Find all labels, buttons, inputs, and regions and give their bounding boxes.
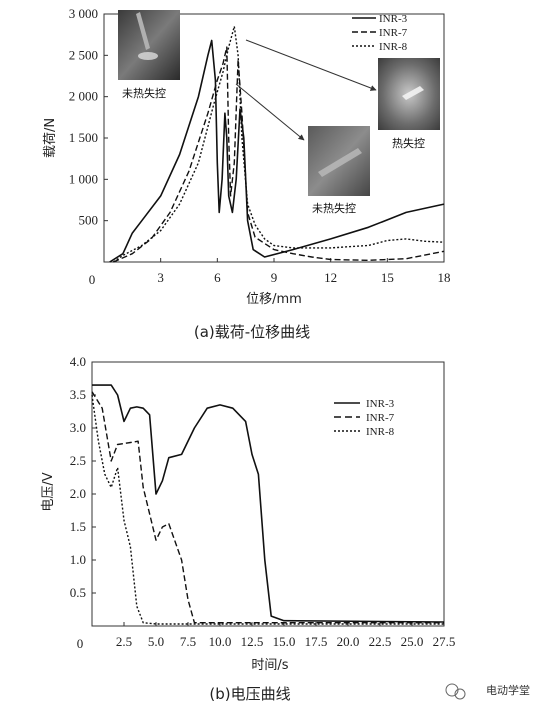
chart-a-xticks: 3 6 9 12 15 18 (103, 258, 451, 285)
legend-label-inr-7: INR-7 (379, 27, 408, 39)
x-tick-label: 9 (271, 270, 278, 285)
chart-b-legend: INR-3 INR-7 INR-8 (334, 398, 395, 438)
chart-a-xlabel: 位移/mm (246, 292, 302, 307)
y-tick-label: 3 000 (69, 6, 98, 21)
x-tick-label: 17.5 (305, 634, 328, 649)
legend-label-inr-8: INR-8 (366, 426, 395, 438)
photo-runaway (378, 58, 440, 130)
chart-b-xticks: 2.5 5.0 7.5 10.0 12.5 15.0 17.5 20.0 22.5 25.0 27.… (91, 622, 456, 649)
photo-no-runaway-2 (308, 126, 370, 196)
chart-b-xlabel: 时间/s (251, 658, 288, 673)
x-tick-label: 27.5 (433, 634, 456, 649)
chart-a-yticks: 500 1 000 1 500 2 000 2 500 3 000 (69, 6, 108, 228)
chart-a-ylabel: 载荷/N (43, 118, 58, 158)
y-tick-label: 0.5 (70, 585, 86, 600)
chart-a-origin-label: 0 (89, 272, 96, 287)
x-tick-label: 15 (381, 270, 394, 285)
y-tick-label: 2 000 (69, 89, 98, 104)
chart-a-series (109, 25, 445, 263)
x-tick-label: 20.0 (337, 634, 360, 649)
chart-a: 500 1 000 1 500 2 000 2 500 3 000 3 6 9 12 15 18 未… (43, 6, 451, 341)
chart-b-ylabel: 电压/V (41, 472, 56, 511)
series-line-inr-7 (113, 46, 445, 263)
y-tick-label: 4.0 (70, 354, 86, 369)
x-tick-label: 18 (438, 270, 451, 285)
legend-label-inr-3: INR-3 (366, 398, 395, 410)
wechat-icon (445, 683, 459, 697)
annotation-arrow-1 (245, 39, 377, 91)
x-tick-label: 15.0 (273, 634, 296, 649)
series-line-inr-8 (113, 25, 445, 263)
chart-b-origin-label: 0 (77, 636, 84, 651)
chart-b-yticks: 0.5 1.0 1.5 2.0 2.5 3.0 3.5 4.0 (70, 354, 96, 600)
y-tick-label: 2.0 (70, 486, 86, 501)
chart-b-series (91, 384, 445, 625)
x-tick-label: 6 (214, 270, 221, 285)
y-tick-label: 1.0 (70, 552, 86, 567)
x-tick-label: 12 (324, 270, 337, 285)
annotation-label-1: 未热失控 (122, 86, 166, 100)
chart-b: 0.5 1.0 1.5 2.0 2.5 3.0 3.5 4.0 2.5 5.0 7.5 10.0 12… (41, 354, 455, 703)
photo-no-runaway-1 (118, 10, 180, 80)
series-line-inr-3 (109, 39, 445, 263)
x-tick-label: 12.5 (241, 634, 264, 649)
chart-a-caption: (a)载荷-位移曲线 (194, 323, 310, 341)
y-tick-label: 3.5 (70, 387, 86, 402)
chart-b-caption: (b)电压曲线 (209, 685, 290, 703)
watermark: 电动学堂 (445, 683, 530, 700)
y-tick-label: 1.5 (70, 519, 86, 534)
x-tick-label: 25.0 (401, 634, 424, 649)
legend-label-inr-3: INR-3 (379, 13, 408, 25)
legend-label-inr-8: INR-8 (379, 41, 408, 53)
x-tick-label: 22.5 (369, 634, 392, 649)
series-line-inr-3 (92, 384, 445, 623)
x-tick-label: 2.5 (116, 634, 132, 649)
annotation-arrow-2 (235, 83, 305, 141)
x-tick-label: 3 (157, 270, 164, 285)
series-line-inr-7 (91, 391, 444, 624)
legend-label-inr-7: INR-7 (366, 412, 395, 424)
y-tick-label: 3.0 (70, 420, 86, 435)
series-line-inr-8 (91, 394, 444, 625)
y-tick-label: 2.5 (70, 453, 86, 468)
watermark-text: 电动学堂 (486, 683, 530, 697)
x-tick-label: 10.0 (209, 634, 232, 649)
x-tick-label: 5.0 (148, 634, 164, 649)
y-tick-label: 1 500 (69, 130, 98, 145)
annotation-label-2: 热失控 (392, 136, 425, 150)
y-tick-label: 2 500 (69, 47, 98, 62)
chart-a-legend: INR-3 INR-7 INR-8 (352, 13, 408, 53)
annotation-label-3: 未热失控 (312, 201, 356, 215)
y-tick-label: 1 000 (69, 171, 98, 186)
y-tick-label: 500 (79, 213, 99, 228)
x-tick-label: 7.5 (180, 634, 196, 649)
